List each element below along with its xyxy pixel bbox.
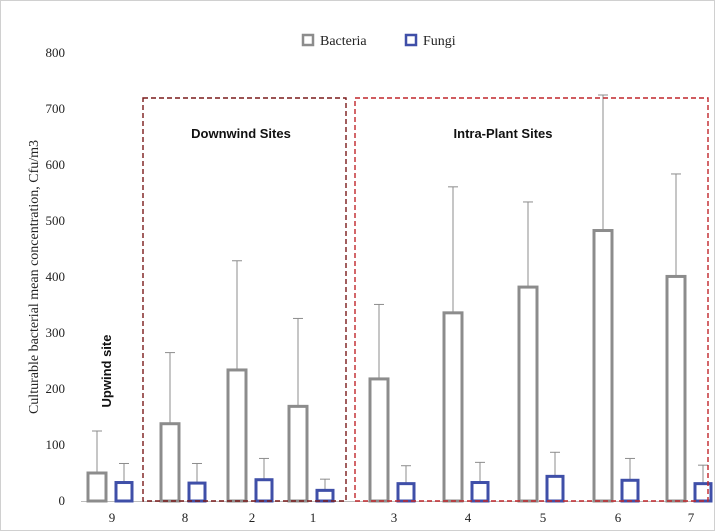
y-tick-label: 600 [46, 157, 66, 172]
bar-fungi [114, 481, 134, 503]
bar-fungi [470, 481, 490, 503]
intra-plant-box [354, 97, 709, 502]
legend-swatch-bacteria [301, 33, 315, 47]
downwind-sites-label: Downwind Sites [191, 126, 291, 141]
y-tick-label: 0 [59, 493, 66, 508]
bar-bacteria [226, 368, 248, 503]
y-tick-label: 100 [46, 437, 66, 452]
y-tick-label: 800 [46, 45, 66, 60]
bar-fungi [187, 481, 207, 503]
x-tick-label: 7 [688, 510, 695, 525]
bar-bacteria [665, 274, 687, 503]
bar-bacteria [517, 285, 539, 503]
downwind-box [142, 97, 347, 502]
x-tick-label: 5 [540, 510, 547, 525]
bar-bacteria [368, 377, 390, 503]
upwind-site-label: Upwind site [99, 335, 114, 408]
y-tick-label: 700 [46, 101, 66, 116]
bar-fungi [315, 488, 335, 503]
bar-bacteria [287, 404, 309, 503]
y-tick-label: 300 [46, 325, 66, 340]
y-tick-label: 500 [46, 213, 66, 228]
y-tick-label: 400 [46, 269, 66, 284]
bar-bacteria [442, 311, 464, 503]
legend-label-bacteria: Bacteria [320, 34, 367, 49]
y-axis-label: Culturable bacterial mean concentration,… [27, 140, 42, 414]
x-tick-label: 2 [249, 510, 256, 525]
y-tick-label: 200 [46, 381, 66, 396]
bar-fungi [545, 474, 565, 503]
legend-swatch-fungi [404, 33, 418, 47]
x-tick-label: 9 [109, 510, 116, 525]
bar-bacteria [159, 422, 181, 503]
bar-fungi [620, 478, 640, 503]
bar-fungi [396, 482, 416, 503]
intra-plant-sites-label: Intra-Plant Sites [454, 126, 553, 141]
x-tick-label: 1 [310, 510, 317, 525]
x-tick-label: 6 [615, 510, 622, 525]
x-tick-label: 3 [391, 510, 398, 525]
bar-fungi [254, 478, 274, 503]
x-tick-label: 8 [182, 510, 189, 525]
bar-bacteria [86, 471, 108, 503]
legend-label-fungi: Fungi [423, 34, 456, 49]
bar-bacteria [592, 229, 614, 503]
x-tick-label: 4 [465, 510, 472, 525]
